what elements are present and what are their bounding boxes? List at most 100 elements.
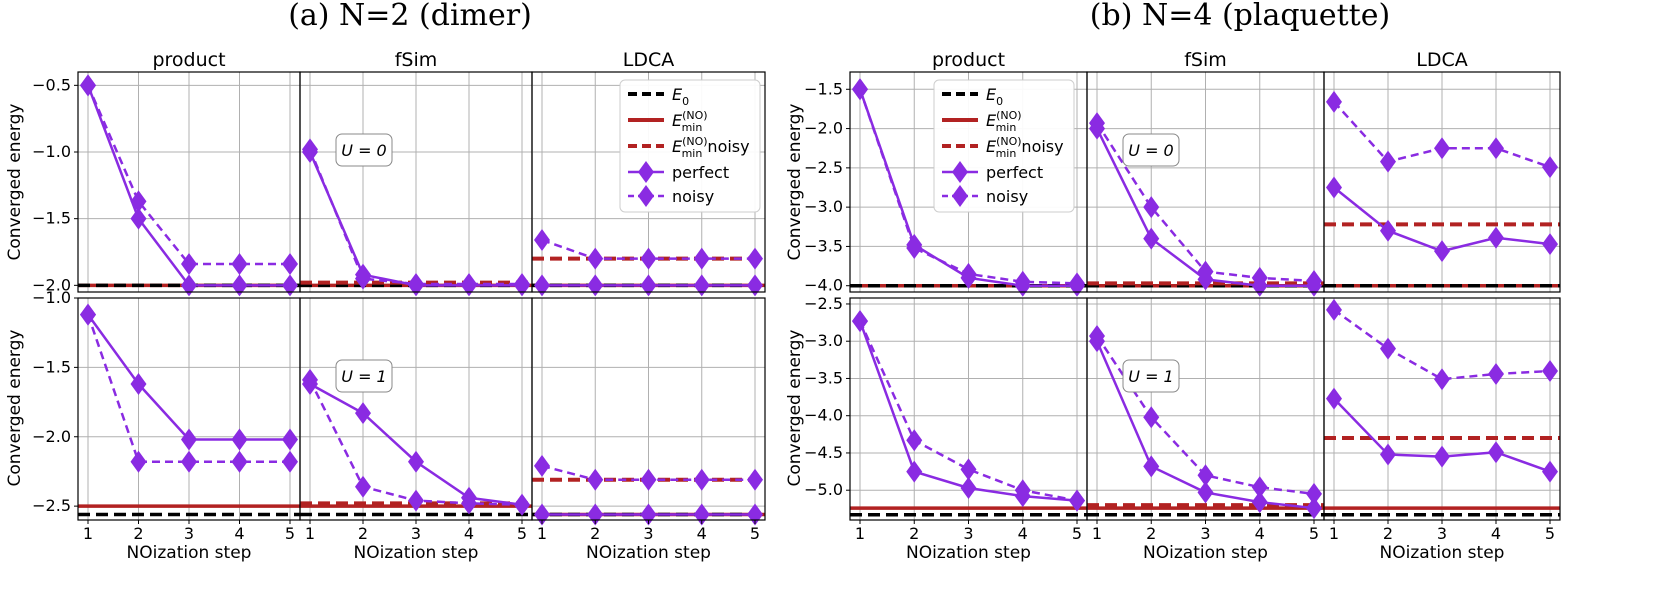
x-tick-label: 4 xyxy=(697,524,707,543)
data-point-marker xyxy=(1143,406,1160,429)
data-point-marker xyxy=(693,274,710,297)
annotation-text: U = 0 xyxy=(1128,141,1173,160)
data-point-marker xyxy=(1197,464,1214,487)
x-tick-label: 5 xyxy=(750,524,760,543)
column-title-product: product xyxy=(152,49,225,71)
x-tick-label: 2 xyxy=(358,524,368,543)
panel-fsim: 1 2 3 4 5 NOization step xyxy=(1086,297,1325,563)
data-point-marker xyxy=(1326,387,1342,410)
x-tick-label: 2 xyxy=(590,524,600,543)
y-tick-label: −2.5 xyxy=(804,158,843,177)
data-point-marker xyxy=(960,476,977,499)
data-point-marker xyxy=(1434,137,1450,160)
data-point-marker xyxy=(130,190,147,213)
y-tick-label: −1.0 xyxy=(32,142,71,161)
panel-frame xyxy=(1323,71,1561,293)
data-point-marker xyxy=(747,468,763,491)
x-tick-label: 5 xyxy=(1072,524,1082,543)
series-noisy-line xyxy=(86,84,290,266)
data-point-marker xyxy=(960,262,977,285)
data-point-marker xyxy=(1306,482,1322,505)
data-point-marker xyxy=(534,454,550,477)
data-point-marker xyxy=(80,303,96,326)
x-tick-label: 2 xyxy=(133,524,143,543)
legend-label-noisy: noisy xyxy=(986,187,1028,206)
data-point-marker xyxy=(282,450,298,473)
data-point-marker xyxy=(1143,227,1160,250)
data-point-marker xyxy=(1380,337,1396,360)
data-point-marker xyxy=(514,493,530,516)
legend-label-emin-noisy: E(NO) min noisy xyxy=(672,135,750,160)
data-point-marker xyxy=(181,274,197,297)
data-point-marker xyxy=(640,468,657,491)
x-axis-label: NOization step xyxy=(906,543,1031,563)
annotation-text: U = 1 xyxy=(1128,367,1173,386)
row-annotation: U = 1 xyxy=(1122,359,1180,393)
data-point-marker xyxy=(1089,112,1105,135)
x-tick-label: 5 xyxy=(1309,524,1319,543)
panel-ldca: 1 2 3 4 5 NOization step xyxy=(1323,297,1561,563)
panel-product xyxy=(77,71,301,297)
x-tick-label: 3 xyxy=(963,524,973,543)
data-point-marker xyxy=(302,368,318,391)
data-point-marker xyxy=(408,273,424,295)
y-axis-label: Converged energy xyxy=(785,330,805,487)
data-point-marker xyxy=(952,185,968,207)
x-axis-label: NOization step xyxy=(354,543,479,563)
series-noisy-line xyxy=(308,148,522,286)
x-tick-label: 3 xyxy=(643,524,653,543)
column-title-fsim: fSim xyxy=(1184,49,1227,71)
data-point-marker xyxy=(1542,233,1558,256)
panel-ldca: 1 2 3 4 5 NOization step xyxy=(531,297,766,563)
y-tick-label: −3.0 xyxy=(804,331,843,350)
data-point-marker xyxy=(1488,226,1504,249)
data-point-marker xyxy=(587,274,604,297)
y-tick-label: −1.0 xyxy=(32,288,71,307)
data-point-marker xyxy=(906,429,923,452)
data-point-marker xyxy=(534,229,550,251)
x-tick-label: 1 xyxy=(1329,524,1339,543)
series-noisy-line xyxy=(1333,308,1551,381)
x-tick-label: 4 xyxy=(234,524,244,543)
data-point-marker xyxy=(852,78,868,101)
figure-title-a: (a) N=2 (dimer) xyxy=(288,0,532,33)
x-tick-label: 3 xyxy=(1200,524,1210,543)
data-point-marker xyxy=(1380,443,1396,466)
data-point-marker xyxy=(231,450,248,473)
panel-fsim xyxy=(1086,71,1325,297)
y-tick-label: −3.0 xyxy=(804,197,843,216)
data-point-marker xyxy=(181,253,197,275)
column-title-product: product xyxy=(932,49,1005,71)
panel-fsim xyxy=(299,71,533,297)
x-tick-label: 5 xyxy=(1545,524,1555,543)
annotation-text: U = 0 xyxy=(341,141,386,160)
row-annotation: U = 0 xyxy=(335,133,393,167)
data-point-marker xyxy=(130,373,147,396)
data-point-marker xyxy=(747,274,763,297)
data-point-marker xyxy=(1434,240,1450,263)
column-title-ldca: LDCA xyxy=(1416,49,1467,71)
data-point-marker xyxy=(1069,272,1085,295)
panel-ldca xyxy=(1323,71,1561,293)
data-point-marker xyxy=(638,161,654,183)
data-point-marker xyxy=(1306,270,1322,292)
series-noisy-line xyxy=(86,314,290,463)
x-axis-label: NOization step xyxy=(1380,543,1505,563)
y-tick-label: −2.0 xyxy=(32,427,71,446)
x-tick-label: 5 xyxy=(517,524,527,543)
x-axis-label: NOization step xyxy=(127,543,252,563)
y-axis-label: Converged energy xyxy=(785,104,805,261)
data-point-marker xyxy=(640,247,657,270)
data-point-marker xyxy=(1380,219,1396,242)
data-point-marker xyxy=(130,207,147,230)
annotation-box xyxy=(1122,133,1180,167)
data-point-marker xyxy=(1251,266,1268,289)
x-tick-label: 3 xyxy=(411,524,421,543)
data-point-marker xyxy=(1488,441,1504,464)
y-tick-label: −0.5 xyxy=(32,75,71,94)
data-point-marker xyxy=(80,74,96,97)
x-tick-label: 4 xyxy=(1255,524,1265,543)
